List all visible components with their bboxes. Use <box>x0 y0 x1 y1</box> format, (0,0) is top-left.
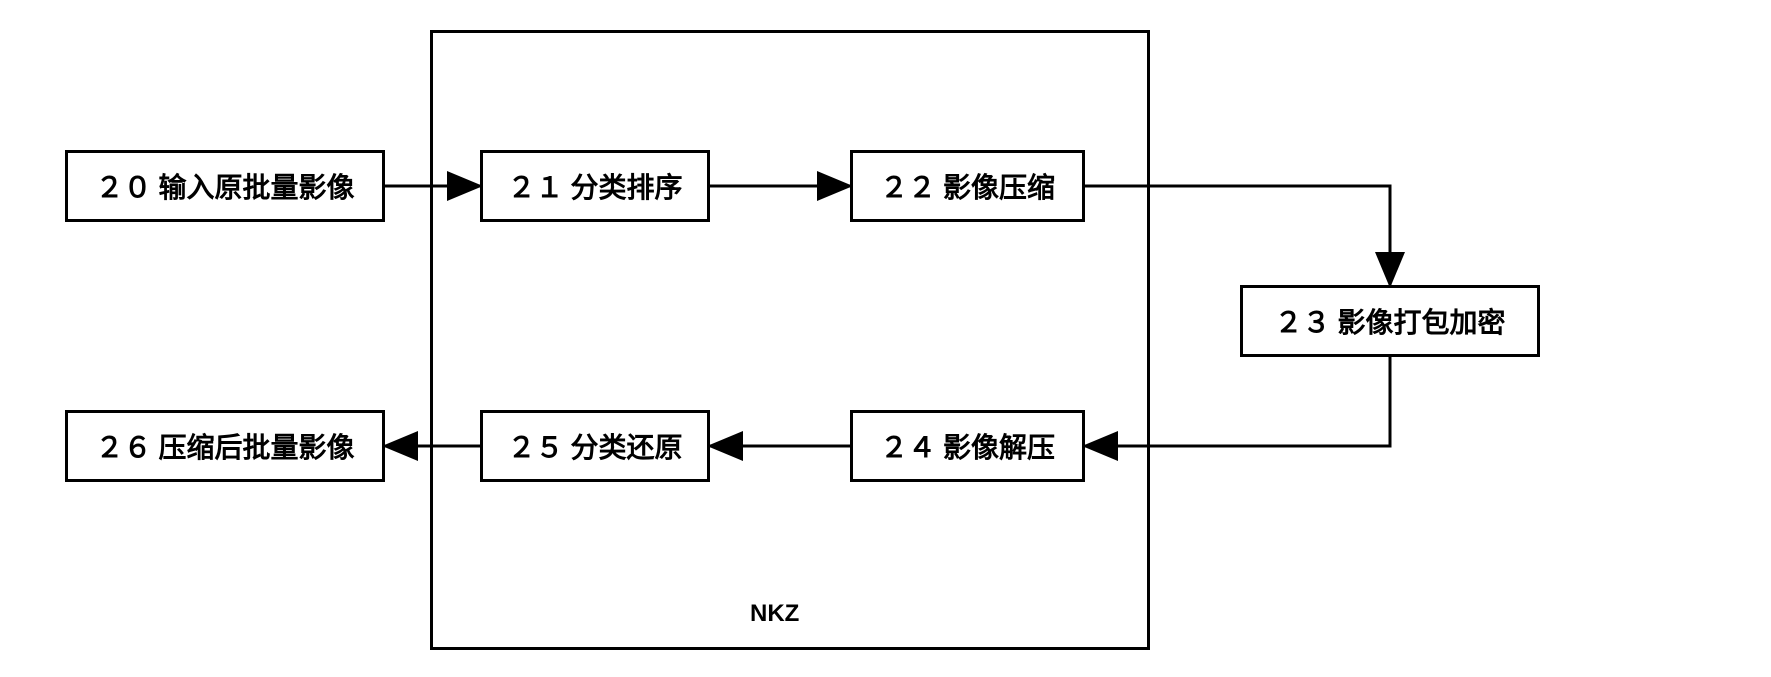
nkz-container <box>430 30 1150 650</box>
node-label: ２３ 影像打包加密 <box>1274 301 1505 341</box>
node-label: ２１ 分类排序 <box>507 166 682 206</box>
node-22-compress: ２２ 影像压缩 <box>850 150 1085 222</box>
node-23-encrypt: ２３ 影像打包加密 <box>1240 285 1540 357</box>
node-26-output: ２６ 压缩后批量影像 <box>65 410 385 482</box>
nkz-label: NKZ <box>750 600 799 628</box>
node-21-sort: ２１ 分类排序 <box>480 150 710 222</box>
node-label: ２５ 分类还原 <box>507 426 682 466</box>
node-label: ２２ 影像压缩 <box>880 166 1055 206</box>
node-label: ２０ 输入原批量影像 <box>95 166 354 206</box>
node-20-input-original: ２０ 输入原批量影像 <box>65 150 385 222</box>
node-25-restore: ２５ 分类还原 <box>480 410 710 482</box>
node-label: ２６ 压缩后批量影像 <box>95 426 354 466</box>
node-label: ２４ 影像解压 <box>880 426 1055 466</box>
node-24-decompress: ２４ 影像解压 <box>850 410 1085 482</box>
